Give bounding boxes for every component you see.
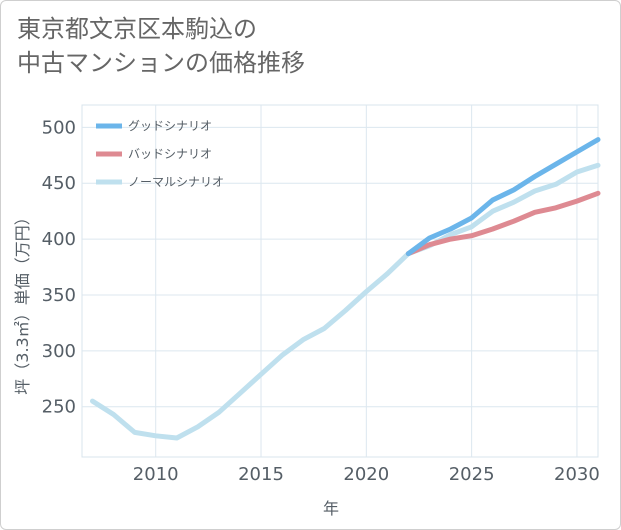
y-tick-label: 500 xyxy=(42,117,76,138)
y-tick-label: 350 xyxy=(42,285,76,306)
y-tick-label: 250 xyxy=(42,397,76,418)
legend-label: グッドシナリオ xyxy=(128,119,212,133)
legend-label: バッドシナリオ xyxy=(128,147,212,161)
grid-lines xyxy=(82,105,598,457)
plot-area xyxy=(81,104,599,458)
y-axis-label: 坪（3.3㎡）単価（万円） xyxy=(13,209,32,394)
y-tick-label: 450 xyxy=(42,173,76,194)
x-tick-label: 2010 xyxy=(133,464,179,485)
chart-title: 東京都文京区本駒込の 中古マンションの価格推移 xyxy=(17,12,305,80)
series-line-0 xyxy=(405,137,601,257)
series-lines xyxy=(90,137,601,441)
x-tick-label: 2015 xyxy=(238,464,284,485)
x-axis-ticks: 2010 2015 2020 2025 2030 xyxy=(133,464,600,485)
chart-title-line-1: 東京都文京区本駒込の xyxy=(17,15,257,43)
x-tick-label: 2025 xyxy=(449,464,495,485)
y-tick-label: 400 xyxy=(42,229,76,250)
x-tick-label: 2030 xyxy=(554,464,600,485)
x-tick-label: 2020 xyxy=(343,464,389,485)
y-axis-ticks: 250 300 350 400 450 500 xyxy=(42,117,76,417)
y-tick-label: 300 xyxy=(42,341,76,362)
series-line-2 xyxy=(90,162,601,441)
series-line-1 xyxy=(405,190,601,257)
chart-title-line-2: 中古マンションの価格推移 xyxy=(17,49,305,77)
x-axis-label: 年 xyxy=(323,499,339,518)
legend-label: ノーマルシナリオ xyxy=(128,175,224,189)
